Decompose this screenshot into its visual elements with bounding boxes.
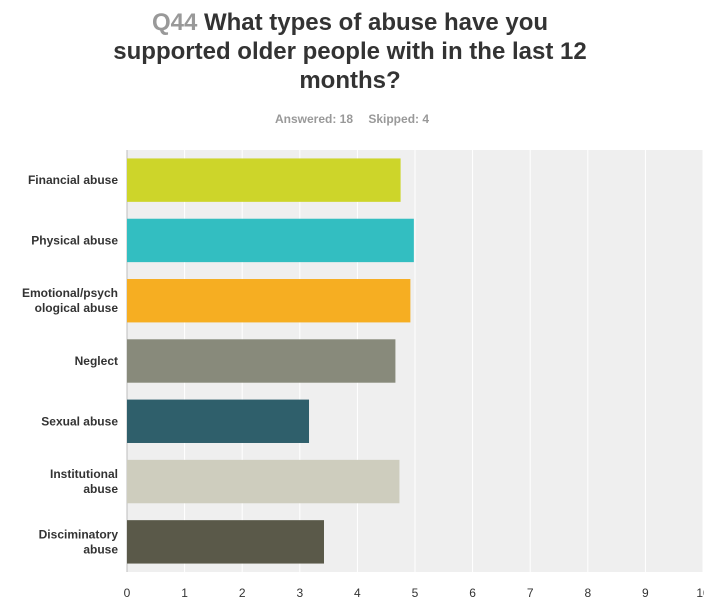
category-label: Institutional <box>50 467 118 481</box>
x-tick-label: 7 <box>527 586 534 600</box>
category-label: Sexual abuse <box>41 414 118 428</box>
bar <box>127 218 414 263</box>
x-tick-label: 4 <box>354 586 361 600</box>
x-tick-label: 1 <box>181 586 188 600</box>
question-number: Q44 <box>151 9 198 36</box>
bar <box>127 339 396 383</box>
category-label: abuse <box>83 482 118 496</box>
answered-count: Answered: 18 <box>274 112 353 126</box>
x-tick-label: 6 <box>469 586 476 600</box>
x-tick-label: 5 <box>412 586 419 600</box>
bar <box>127 399 310 443</box>
category-label: ological abuse <box>35 301 119 315</box>
bar <box>127 459 400 504</box>
x-tick-label: 10 <box>696 586 704 600</box>
category-label: Disciminatory <box>39 527 119 541</box>
category-label: Emotional/psych <box>22 286 118 300</box>
response-stats: Answered: 18 Skipped: 4 <box>0 112 704 126</box>
category-label: abuse <box>83 542 118 556</box>
category-label: Financial abuse <box>28 173 118 187</box>
chart-title: Q44 What types of abuse have you support… <box>90 8 610 95</box>
category-label: Neglect <box>75 354 118 368</box>
x-tick-label: 3 <box>296 586 303 600</box>
category-label: Physical abuse <box>31 233 118 247</box>
x-tick-label: 2 <box>239 586 246 600</box>
bar <box>127 158 401 202</box>
x-tick-label: 0 <box>124 586 131 600</box>
skipped-count: Skipped: 4 <box>368 112 430 126</box>
x-tick-label: 9 <box>642 586 649 600</box>
bar <box>127 279 411 323</box>
x-tick-label: 8 <box>584 586 591 600</box>
bar <box>127 520 324 564</box>
question-text: What types of abuse have you supported o… <box>113 9 587 94</box>
